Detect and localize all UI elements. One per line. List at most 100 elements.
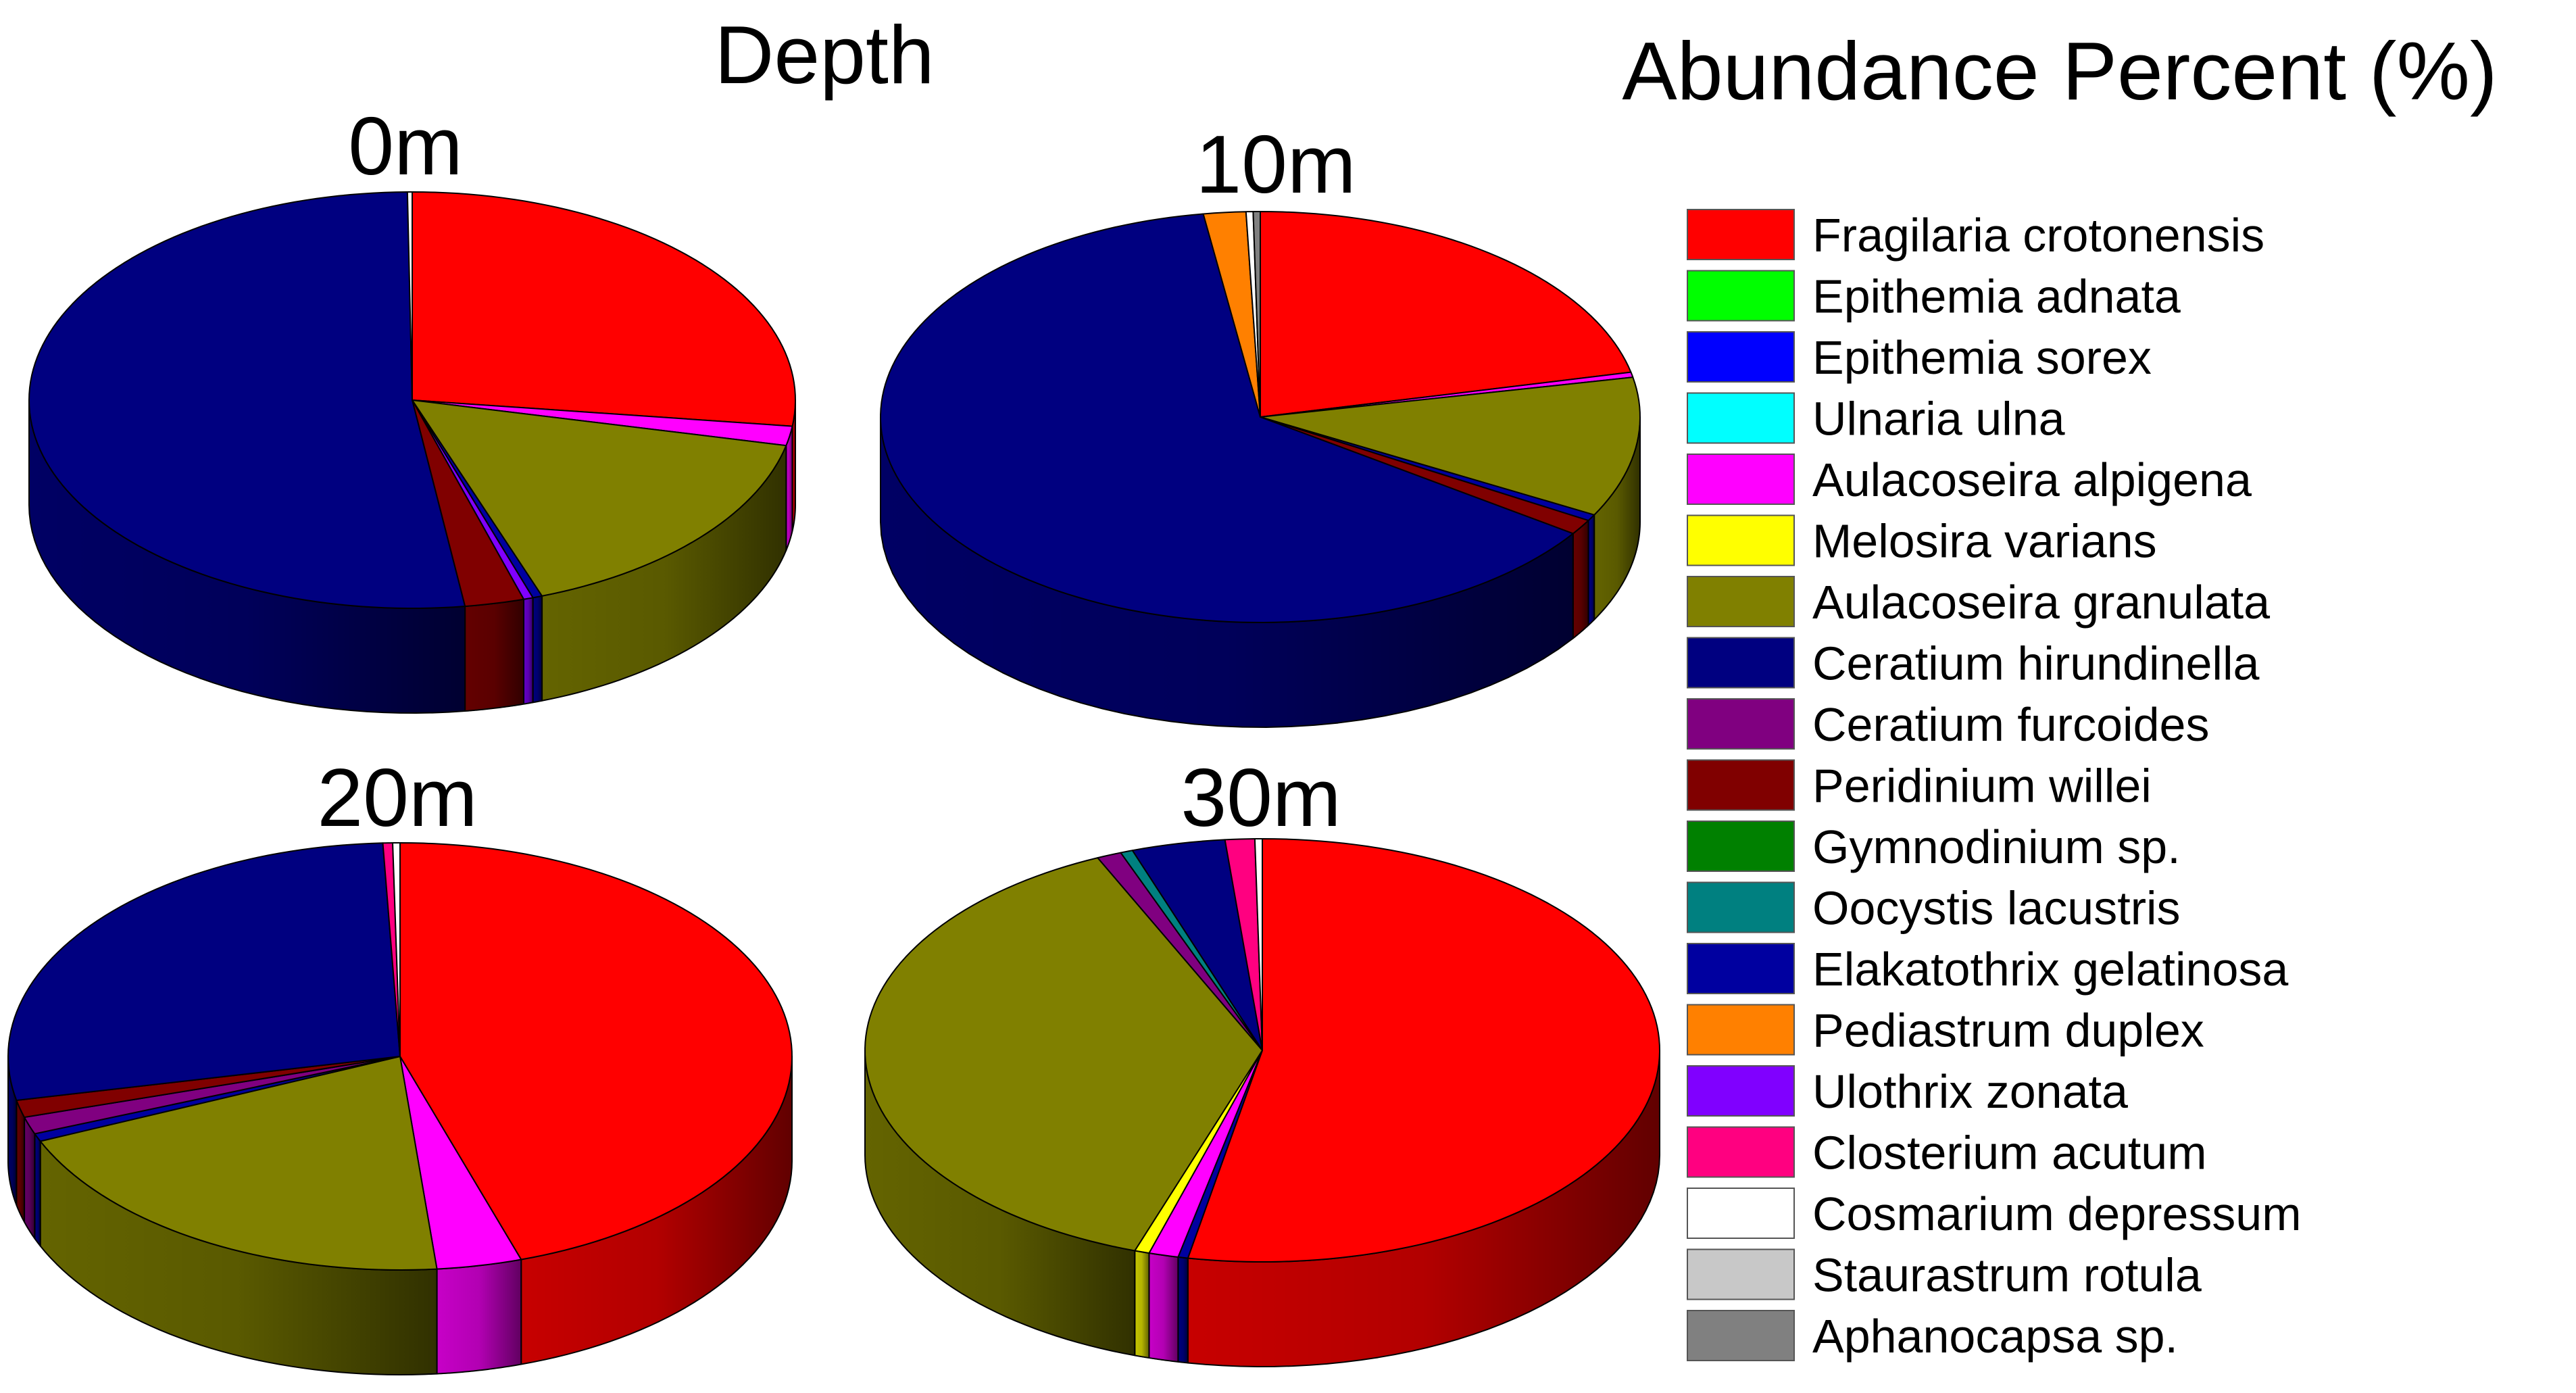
pie-slice-ceratium-hirundinella [28,191,466,609]
legend-label: Aphanocapsa sp. [1812,1310,2178,1363]
pie-slice-cosmarium-depressum [406,191,413,401]
legend-swatch [1687,1188,1795,1239]
depth-label-20m: 20m [317,752,477,844]
legend-label: Epithemia sorex [1812,331,2152,384]
legend-label: Ceratium hirundinella [1812,637,2260,690]
pie-side [880,416,1641,728]
pie-slice-fragilaria-crotonensis [1187,838,1660,1263]
legend-item: Closterium acutum [1687,1126,2207,1179]
legend-item: Pediastrum duplex [1687,1004,2204,1057]
pie-slice-fragilaria-crotonensis [399,842,793,1261]
pie-slice-aulacoseira-granulata [39,1056,438,1271]
legend-item: Peridinium willei [1687,759,2152,812]
legend-label: Ulnaria ulna [1812,393,2065,445]
legend-item: Aphanocapsa sp. [1687,1310,2178,1363]
pie-side-aulacoseira-alpigena [436,1258,522,1375]
legend-label: Aulacoseira granulata [1812,576,2270,629]
legend-item: Ulothrix zonata [1687,1065,2128,1118]
legend-label: Staurastrum rotula [1812,1249,2202,1302]
legend-label: Pediastrum duplex [1812,1004,2204,1057]
pie-top [880,211,1641,623]
legend-swatch [1687,1004,1795,1056]
legend-item: Ulnaria ulna [1687,392,2065,445]
legend-swatch [1687,1126,1795,1178]
pie-side-aulacoseira-alpigena [1148,1252,1179,1363]
legend-title: Abundance Percent (%) [1622,25,2497,117]
legend-label: Fragilaria crotonensis [1812,209,2264,262]
legend-swatch [1687,392,1795,444]
legend-label: Elakatothrix gelatinosa [1812,943,2288,996]
depth-label-30m: 30m [1181,752,1341,844]
legend-label: Closterium acutum [1812,1127,2207,1179]
legend-item: Oocystis lacustris [1687,881,2181,935]
legend-swatch [1687,209,1795,260]
legend-label: Peridinium willei [1812,760,2152,812]
pie-slice-aphanocapsa-sp [1252,211,1261,418]
legend-swatch [1687,514,1795,566]
legend-swatch [1687,331,1795,383]
legend-label: Oocystis lacustris [1812,882,2181,935]
pie-slice-cosmarium-depressum [392,842,401,1057]
pie-side [7,1056,793,1375]
legend-item: Aulacoseira granulata [1687,576,2270,629]
pie-slice-fragilaria-crotonensis [1260,211,1632,418]
pie-30m [864,838,1660,1367]
pie-slice-ceratium-hirundinella [880,213,1574,623]
legend-swatch [1687,759,1795,811]
legend-label: Epithemia adnata [1812,270,2181,323]
legend-swatch [1687,821,1795,872]
legend-item: Ceratium hirundinella [1687,637,2260,690]
legend-item: Aulacoseira alpigena [1687,454,2252,506]
pie-side-elakatothrix-gelatinosa [34,1133,41,1247]
pie-side-elakatothrix-gelatinosa [1177,1256,1189,1364]
legend-label: Gymnodinium sp. [1812,821,2181,873]
legend-swatch [1687,1248,1795,1300]
pie-top [864,838,1660,1263]
depth-label-0m: 0m [348,100,462,192]
pie-slice-aulacoseira-granulata [412,399,787,597]
pie-slice-cosmarium-depressum [1254,838,1263,1051]
pie-side-ulothrix-zonata [523,597,534,705]
pie-side-peridinium-willei [16,1100,26,1223]
chart-title: Depth [714,9,935,101]
pie-slice-fragilaria-crotonensis [412,191,796,427]
pie-side-peridinium-willei [464,598,525,712]
pie-20m [7,842,793,1375]
depth-label-10m: 10m [1195,118,1356,210]
legend-item: Melosira varians [1687,514,2157,568]
legend-item: Elakatothrix gelatinosa [1687,943,2288,996]
legend-label: Cosmarium depressum [1812,1188,2302,1240]
pie-slice-peridinium-willei [412,399,525,608]
pie-top [7,842,793,1271]
legend-item: Epithemia adnata [1687,270,2181,323]
pie-top [28,191,796,609]
pie-slice-aulacoseira-granulata [864,857,1263,1252]
legend-label: Aulacoseira alpigena [1812,454,2252,506]
legend-swatch [1687,1065,1795,1117]
pie-side-ceratium-furcoides [24,1117,36,1240]
pie-slice-ceratium-hirundinella [7,842,401,1102]
legend: Fragilaria crotonensis Epithemia adnata Ep… [1687,209,2302,1363]
legend-item: Fragilaria crotonensis [1687,209,2264,262]
legend-item: Epithemia sorex [1687,331,2152,384]
legend-label: Ceratium furcoides [1812,698,2209,751]
legend-swatch [1687,1310,1795,1361]
pie-slice-aulacoseira-granulata [1260,376,1641,516]
pie-side-peridinium-willei [1572,520,1589,639]
legend-item: Ceratium furcoides [1687,698,2209,751]
legend-swatch [1687,576,1795,627]
legend-label: Melosira varians [1812,515,2157,568]
legend-swatch [1687,698,1795,750]
legend-item: Staurastrum rotula [1687,1248,2202,1302]
pie-side-melosira-varians [1134,1250,1150,1359]
legend-swatch [1687,881,1795,933]
legend-swatch [1687,454,1795,505]
legend-item: Cosmarium depressum [1687,1188,2302,1240]
legend-swatch [1687,943,1795,994]
pie-side-elakatothrix-gelatinosa [532,595,543,704]
legend-label: Ulothrix zonata [1812,1065,2128,1118]
pie-side-elakatothrix-gelatinosa [1587,514,1595,627]
pie-side [28,399,796,714]
legend-swatch [1687,637,1795,689]
